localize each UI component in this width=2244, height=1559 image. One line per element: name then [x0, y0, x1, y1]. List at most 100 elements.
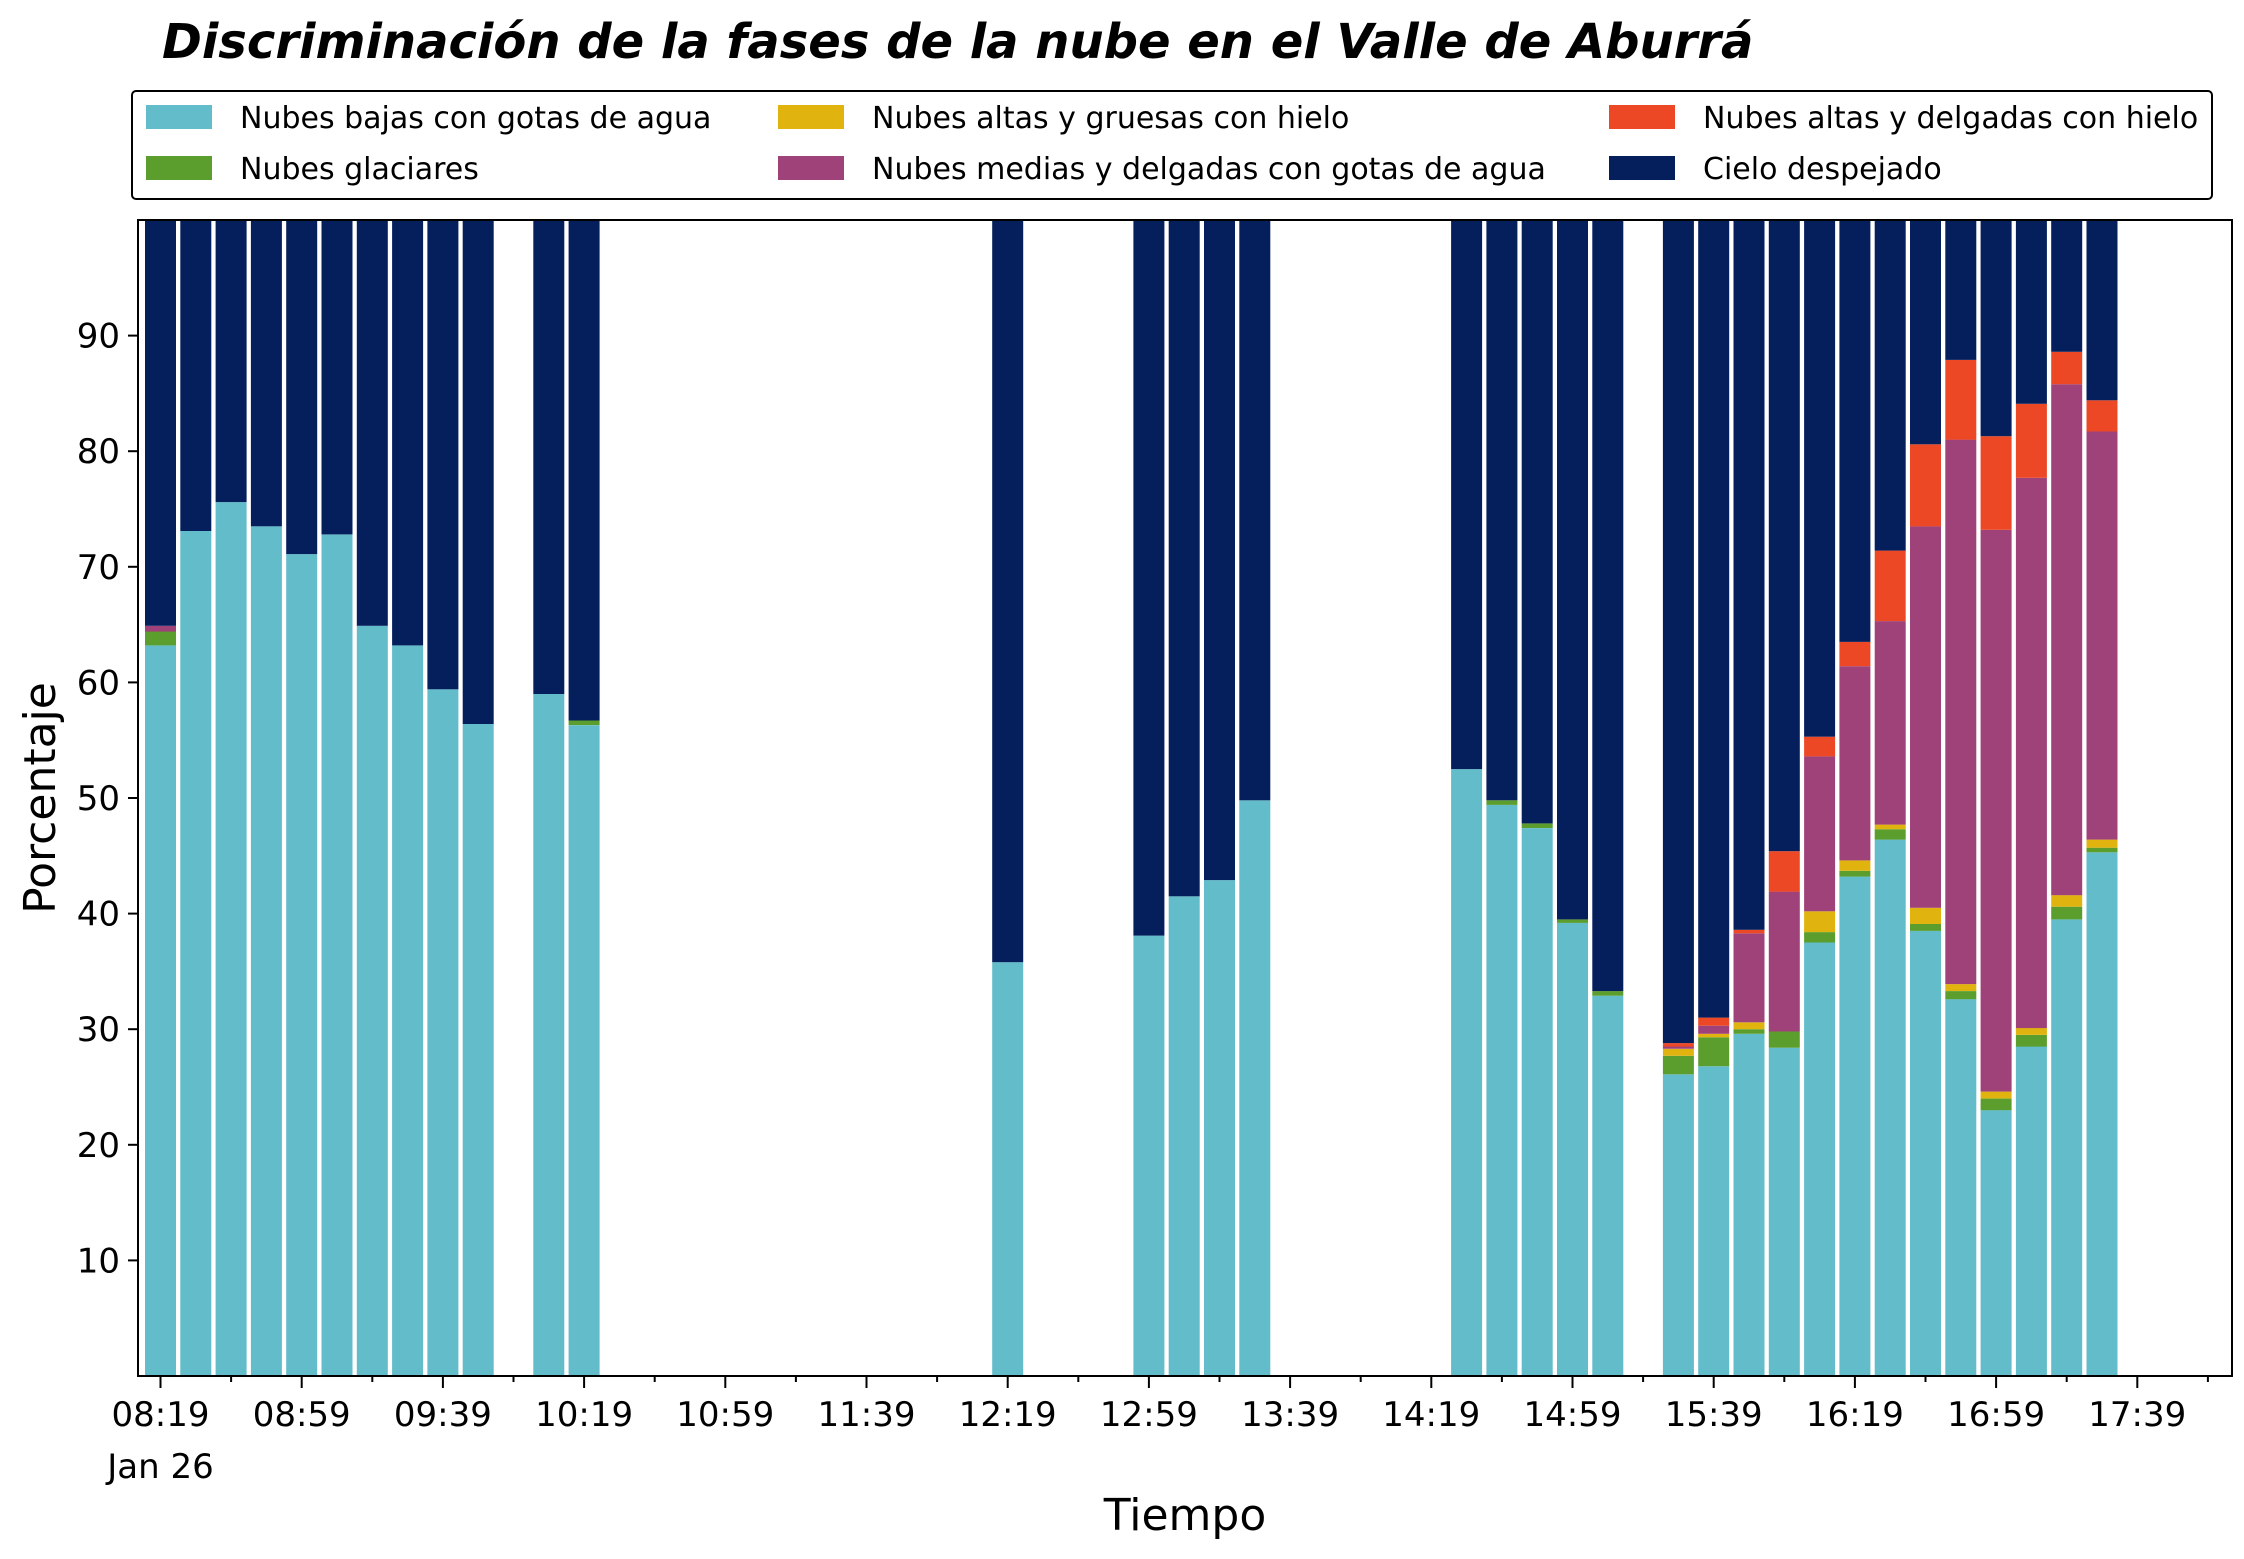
x-axis-label: Tiempo — [1103, 1490, 1267, 1541]
bar-segment — [1662, 1074, 1694, 1376]
y-axis-label: Porcentaje — [15, 682, 66, 914]
bar-stack — [1874, 220, 1906, 1376]
bar-segment — [1239, 220, 1271, 801]
bar-segment — [1168, 896, 1200, 1376]
bar-stack — [568, 220, 600, 1376]
legend-item: Nubes bajas con gotas de agua — [146, 101, 711, 136]
legend-swatch — [1609, 105, 1675, 129]
bar-segment — [356, 220, 388, 626]
bar-segment — [1698, 1017, 1730, 1026]
bar-segment — [2086, 220, 2118, 401]
bar-segment — [2015, 477, 2047, 1029]
bar-segment — [1804, 220, 1836, 737]
bar-segment — [462, 220, 494, 724]
bar-segment — [568, 220, 600, 721]
bar-segment — [992, 962, 1024, 1376]
bar-stack — [1451, 220, 1483, 1376]
legend-frame — [131, 90, 2213, 200]
bar-stack — [1698, 220, 1730, 1376]
bar-segment — [1486, 800, 1518, 805]
bar-stack — [992, 220, 1024, 1376]
bar-segment — [250, 220, 282, 527]
bar-segment — [1557, 922, 1588, 1376]
x-tick-label: 13:39 — [1241, 1395, 1339, 1435]
bar-segment — [1839, 220, 1871, 642]
bar-segment — [1204, 880, 1235, 1376]
bar-segment — [1733, 220, 1765, 930]
bar-segment — [1592, 995, 1624, 1376]
y-tick-label: 40 — [77, 895, 120, 935]
bar-stack — [427, 220, 459, 1376]
bar-segment — [1910, 526, 1941, 908]
bar-segment — [1839, 860, 1871, 871]
bar-stack — [145, 220, 176, 1376]
bar-segment — [1804, 756, 1836, 912]
bar-stack — [1768, 220, 1800, 1376]
x-tick-label: 14:59 — [1524, 1395, 1622, 1435]
bar-segment — [1839, 876, 1871, 1376]
bar-segment — [145, 631, 176, 646]
x-tick-label: 09:39 — [394, 1395, 492, 1435]
bar-stack — [1486, 220, 1518, 1376]
x-tick-label: 14:19 — [1382, 1395, 1480, 1435]
y-tick-label: 90 — [77, 317, 120, 357]
bar-segment — [2086, 852, 2118, 1376]
bar-segment — [1945, 984, 1977, 991]
bar-segment — [2015, 220, 2047, 404]
bar-segment — [1592, 991, 1624, 996]
bar-segment — [427, 220, 459, 690]
x-tick-label: 11:39 — [818, 1395, 916, 1435]
bar-segment — [1874, 839, 1906, 1376]
bar-segment — [1804, 932, 1836, 943]
bar-segment — [2051, 220, 2083, 352]
bar-segment — [1557, 220, 1588, 920]
bar-segment — [568, 720, 600, 726]
legend-swatch — [778, 105, 844, 129]
bar-segment — [1874, 824, 1906, 830]
bar-segment — [1980, 220, 2012, 437]
bar-segment — [1910, 220, 1941, 445]
bar-stack — [1592, 220, 1624, 1376]
bar-segment — [1768, 1047, 1800, 1376]
bar-segment — [2051, 895, 2083, 907]
bar-segment — [1910, 907, 1941, 924]
bar-segment — [1945, 359, 1977, 440]
bar-segment — [1980, 1091, 2012, 1099]
bar-segment — [1874, 621, 1906, 825]
bar-stack — [1662, 220, 1694, 1376]
bars-group — [145, 220, 2118, 1377]
bar-segment — [1839, 666, 1871, 861]
bar-segment — [2015, 1028, 2047, 1035]
bar-segment — [1945, 999, 1977, 1376]
bar-segment — [1521, 828, 1553, 1376]
bar-segment — [1698, 1033, 1730, 1038]
legend-label: Nubes altas y gruesas con hielo — [872, 101, 1349, 136]
bar-segment — [180, 531, 212, 1376]
bar-segment — [1874, 220, 1906, 551]
legend-swatch — [146, 105, 212, 129]
x-date-label: Jan 26 — [105, 1447, 213, 1487]
bar-segment — [1451, 769, 1483, 1376]
bar-segment — [533, 220, 565, 694]
bar-segment — [1839, 641, 1871, 667]
bar-segment — [2086, 431, 2118, 840]
bar-stack — [462, 220, 494, 1376]
bar-segment — [1804, 942, 1836, 1376]
x-tick-label: 10:19 — [535, 1395, 633, 1435]
bar-segment — [1662, 1048, 1694, 1056]
x-tick-label: 12:19 — [959, 1395, 1057, 1435]
bar-segment — [1662, 220, 1694, 1044]
x-tick-label: 10:59 — [676, 1395, 774, 1435]
bar-segment — [2086, 847, 2118, 853]
bar-segment — [1910, 924, 1941, 931]
x-axis: 08:19 08:59 09:39 10:19 10:59 11:39 12:19 12:59… — [112, 1376, 2209, 1435]
bar-segment — [250, 526, 282, 1376]
y-tick-label: 30 — [77, 1010, 120, 1050]
bar-segment — [1733, 929, 1765, 934]
bar-segment — [2051, 351, 2083, 385]
y-tick-label: 50 — [77, 779, 120, 819]
bar-segment — [568, 725, 600, 1376]
bar-segment — [1662, 1046, 1694, 1049]
bar-segment — [1557, 919, 1588, 923]
bar-segment — [1768, 851, 1800, 892]
